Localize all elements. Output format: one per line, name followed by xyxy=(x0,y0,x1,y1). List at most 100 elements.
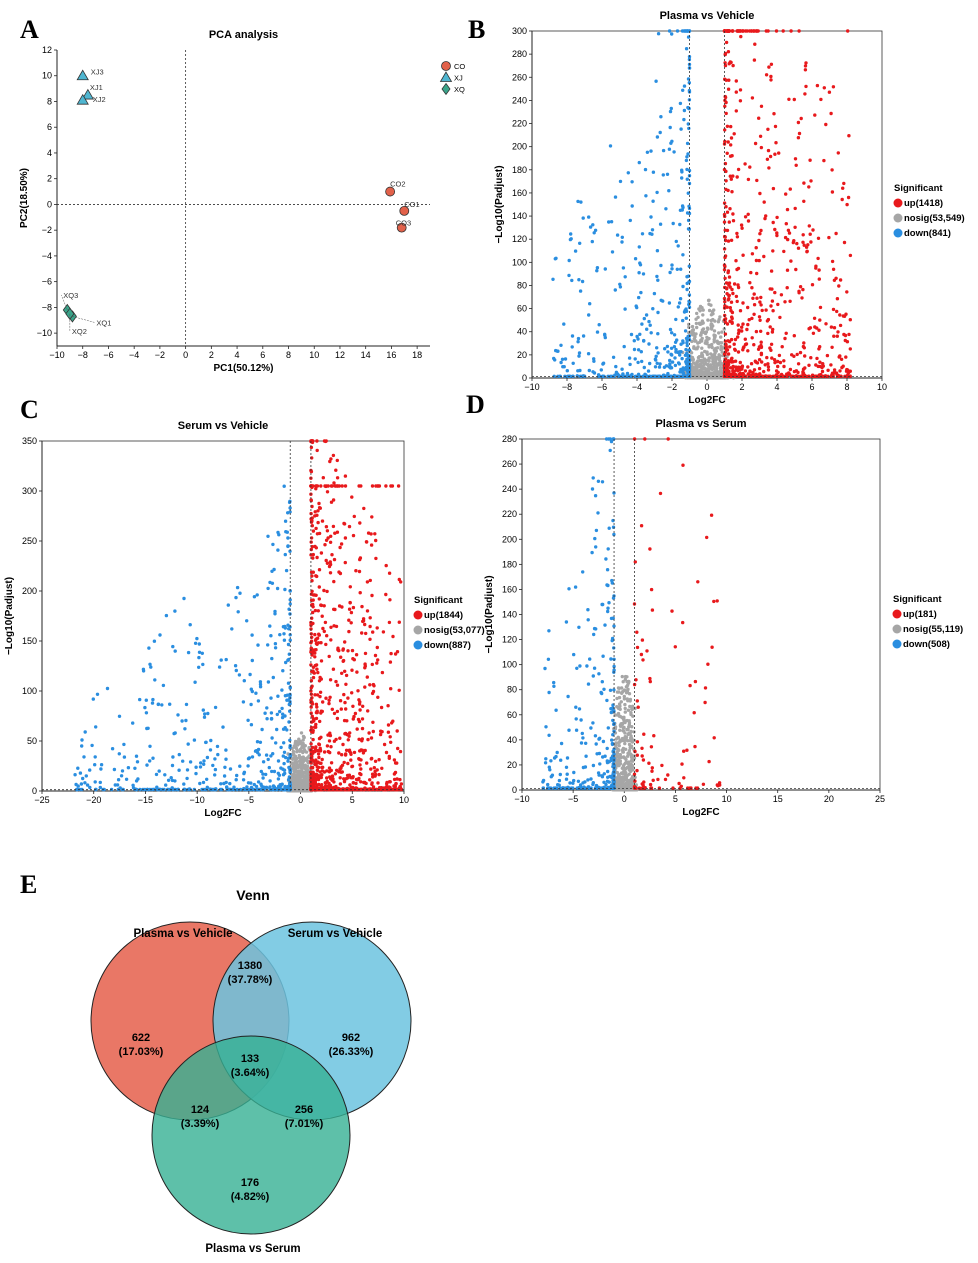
point-up xyxy=(313,655,317,659)
y-tick-label: 300 xyxy=(22,486,37,496)
point-up xyxy=(392,784,396,788)
point-up xyxy=(315,786,320,790)
point-up xyxy=(325,589,329,594)
y-tick-label: 4 xyxy=(47,148,52,158)
point-down xyxy=(642,365,646,370)
point-up xyxy=(807,185,811,189)
point-nosig xyxy=(720,347,724,351)
point-down xyxy=(645,327,649,331)
point-down xyxy=(275,727,279,732)
point-up xyxy=(357,698,361,702)
point-down xyxy=(602,772,606,776)
point-down xyxy=(676,374,680,378)
point-nosig xyxy=(305,771,309,775)
point-up xyxy=(349,610,354,615)
point-up xyxy=(786,228,791,232)
point-down xyxy=(133,787,137,791)
point-nosig xyxy=(707,359,711,363)
point-down xyxy=(166,778,171,782)
point-down xyxy=(249,687,253,691)
legend-label-xq: XQ xyxy=(454,85,465,94)
point-up xyxy=(834,231,838,236)
point-down xyxy=(674,239,678,244)
point-up xyxy=(396,484,401,488)
point-up xyxy=(723,318,727,322)
point-up xyxy=(315,667,319,671)
point-down xyxy=(679,367,683,372)
point-down xyxy=(213,773,217,777)
point-down xyxy=(279,745,283,750)
point-up xyxy=(843,333,848,338)
point-up xyxy=(771,309,775,313)
point-up xyxy=(388,660,393,664)
y-tick-label: 200 xyxy=(22,586,37,596)
point-down xyxy=(675,338,679,342)
point-down xyxy=(684,309,688,313)
point-nosig xyxy=(618,759,622,763)
point-up xyxy=(818,318,822,322)
point-down xyxy=(202,715,207,719)
point-down xyxy=(648,323,652,327)
point-down xyxy=(567,258,571,263)
point-down xyxy=(99,767,103,771)
point-nosig xyxy=(615,776,620,780)
point-up xyxy=(343,640,347,644)
point-up xyxy=(760,308,764,313)
y-tick-label: 280 xyxy=(512,49,527,59)
point-down xyxy=(655,135,660,139)
point-up xyxy=(321,765,325,769)
point-up xyxy=(826,368,830,372)
point-down xyxy=(148,759,152,763)
point-up xyxy=(352,750,357,755)
point-up xyxy=(764,214,768,218)
point-nosig xyxy=(624,760,628,764)
point-up xyxy=(802,181,806,185)
point-up xyxy=(724,78,728,82)
y-tick-label: 150 xyxy=(22,636,37,646)
point-up xyxy=(357,737,361,741)
point-down xyxy=(684,29,688,33)
point-nosig xyxy=(712,337,716,342)
point-up xyxy=(821,364,825,368)
point-up xyxy=(338,736,342,740)
point-up xyxy=(395,787,400,792)
point-up xyxy=(817,328,821,332)
point-up xyxy=(793,157,798,161)
point-up xyxy=(647,761,651,765)
point-up xyxy=(635,740,640,744)
point-up xyxy=(787,97,791,102)
point-up xyxy=(321,626,325,631)
x-tick-label: 0 xyxy=(298,795,303,805)
point-up xyxy=(379,729,383,733)
point-up xyxy=(313,762,317,767)
point-down xyxy=(193,641,198,645)
point-up xyxy=(844,312,848,316)
point-down xyxy=(188,623,192,627)
point-up xyxy=(733,337,738,342)
point-up xyxy=(340,605,344,609)
point-up xyxy=(790,353,794,357)
point-up xyxy=(729,60,733,65)
point-down xyxy=(155,785,159,789)
point-up xyxy=(331,498,336,502)
point-down xyxy=(234,595,238,600)
point-up xyxy=(358,771,362,776)
point-down xyxy=(680,356,684,361)
point-down xyxy=(76,784,80,788)
point-up xyxy=(730,316,734,321)
point-up xyxy=(330,774,335,778)
point-down xyxy=(685,343,689,348)
point-up xyxy=(706,662,710,666)
point-up xyxy=(347,749,352,754)
point-up xyxy=(640,746,644,750)
point-up xyxy=(793,206,797,211)
point-down xyxy=(680,168,684,172)
point-down xyxy=(235,585,240,590)
point-nosig xyxy=(623,710,627,714)
point-up xyxy=(350,776,355,780)
point-down xyxy=(593,494,598,498)
point-up xyxy=(724,286,729,290)
point-up xyxy=(738,88,743,92)
point-up xyxy=(725,364,729,368)
point-down xyxy=(283,624,287,629)
